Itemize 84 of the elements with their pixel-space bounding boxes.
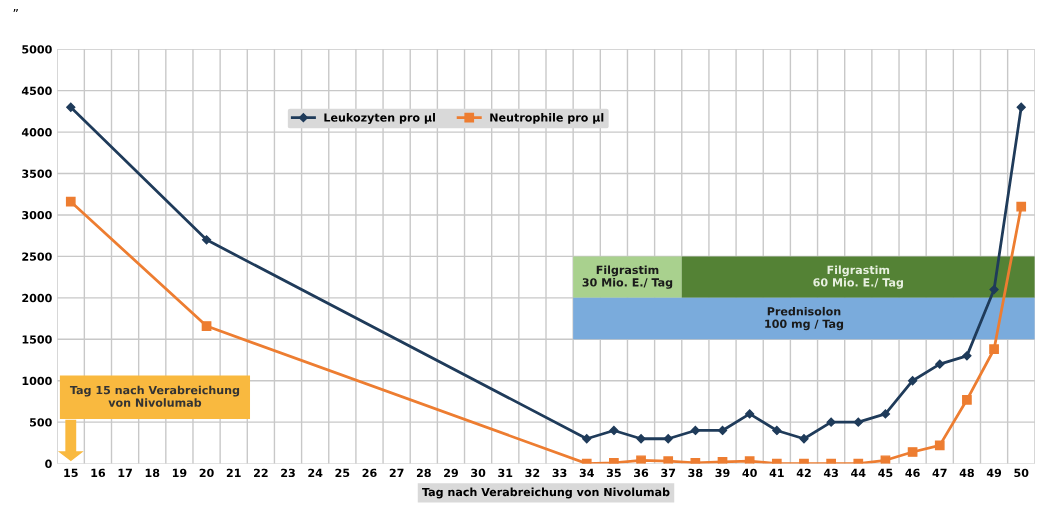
point (1016, 102, 1026, 112)
y-tick-label: 1500 (22, 335, 52, 344)
point (772, 425, 782, 436)
x-tick-label: 40 (742, 468, 757, 478)
point (609, 425, 619, 436)
x-tick-label: 34 (579, 468, 594, 478)
point (690, 425, 700, 436)
x-tick-label: 50 (1014, 468, 1029, 478)
y-tick-label: 4500 (21, 86, 52, 96)
point (989, 284, 999, 295)
y-tick-label: 1000 (22, 376, 52, 386)
band-label: Filgrastim 30 Mio. E./ Tag (582, 265, 673, 289)
legend-label: Leukozyten pro µl (324, 113, 435, 124)
x-tick-label: 17 (118, 468, 132, 477)
band-label: Filgrastim 60 Mio. E./ Tag (813, 265, 903, 289)
y-tick-label: 2000 (22, 293, 52, 303)
x-tick-label: 30 (471, 468, 486, 478)
y-tick-label: 5000 (22, 45, 52, 54)
point (962, 351, 972, 361)
x-tick-label: 15 (64, 468, 78, 478)
x-tick-label: 16 (91, 468, 106, 478)
x-tick-label: 45 (878, 468, 893, 478)
band-label: Prednisolon 100 mg / Tag (765, 306, 844, 331)
text: ” (13, 9, 18, 13)
y-tick-label: 3500 (22, 169, 52, 178)
point (663, 456, 674, 464)
x-axis-title: Tag nach Verabreichung von Nivolumab (422, 487, 670, 499)
x-tick-label: 28 (416, 468, 431, 478)
point (745, 409, 755, 419)
point (636, 434, 646, 444)
point (880, 455, 891, 464)
point (201, 235, 212, 245)
x-tick-label: 47 (932, 468, 947, 477)
x-tick-label: 25 (335, 468, 350, 478)
point (66, 102, 76, 112)
x-tick-label: 19 (172, 468, 187, 478)
x-tick-label: 41 (769, 468, 784, 477)
point (880, 409, 891, 419)
point (989, 344, 999, 355)
y-tick-label: 0 (45, 459, 52, 468)
x-tick-label: 39 (715, 468, 730, 478)
x-tick-label: 46 (905, 468, 920, 478)
x-tick-label: 48 (959, 468, 974, 478)
x-tick-label: 24 (308, 468, 323, 477)
x-tick-label: 44 (851, 468, 866, 477)
point (826, 417, 836, 427)
point (799, 434, 809, 444)
x-tick-label: 21 (226, 468, 241, 477)
y-tick-label: 2500 (22, 252, 52, 261)
x-tick-label: 18 (145, 468, 160, 478)
x-tick-label: 33 (552, 468, 567, 478)
point (935, 359, 945, 369)
x-tick-label: 26 (362, 468, 377, 478)
x-tick-label: 37 (661, 468, 676, 478)
x-tick-label: 38 (688, 468, 703, 478)
x-tick-label: 35 (606, 468, 621, 478)
x-tick-label: 27 (389, 468, 404, 477)
point (582, 434, 592, 444)
point (636, 455, 646, 464)
legend-label: Neutrophile pro µl (490, 113, 604, 124)
x-tick-label: 42 (796, 468, 811, 477)
x-tick-label: 22 (254, 468, 268, 477)
point (907, 376, 918, 386)
x-tick-label: 43 (823, 468, 838, 478)
x-tick-label: 23 (281, 468, 295, 478)
point (934, 440, 945, 451)
x-tick-label: 20 (199, 468, 214, 478)
x-tick-label: 29 (444, 468, 458, 478)
x-tick-label: 31 (498, 468, 513, 478)
point (65, 196, 76, 207)
x-tick-label: 36 (634, 468, 649, 478)
y-tick-label: 500 (30, 418, 52, 427)
point (744, 456, 755, 464)
point (1016, 201, 1027, 212)
point (962, 394, 972, 405)
x-tick-label: 49 (986, 468, 1002, 478)
point (201, 321, 212, 331)
y-tick-label: 4000 (21, 128, 52, 137)
point (663, 434, 673, 444)
x-tick-label: 32 (525, 468, 540, 478)
y-tick-label: 3000 (22, 210, 52, 220)
point (907, 447, 918, 457)
annotation: Tag 15 nach Verabreichung von Nivolumab (69, 385, 240, 407)
point (853, 417, 863, 427)
